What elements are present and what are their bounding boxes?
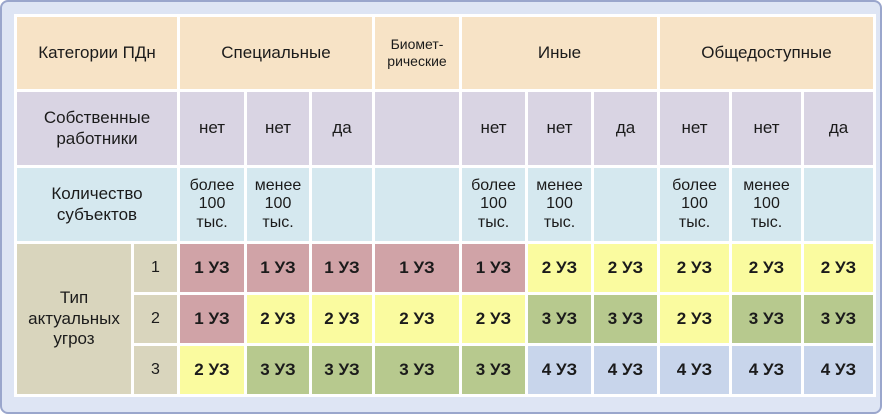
uz-cell: 3 УЗ <box>804 295 873 343</box>
subjects-cell <box>375 168 459 241</box>
uz-cell: 1 УЗ <box>462 244 525 292</box>
subjects-cell: более 100 тыс. <box>462 168 525 241</box>
uz-cell: 2 УЗ <box>462 295 525 343</box>
header-group-special: Специальные <box>180 17 372 89</box>
subjects-cell: менее 100 тыс. <box>528 168 591 241</box>
uz-cell: 3 УЗ <box>732 295 801 343</box>
uz-cell: 3 УЗ <box>375 346 459 394</box>
subjects-cell: более 100 тыс. <box>180 168 244 241</box>
row-label-subjects: Количество субъектов <box>17 168 177 241</box>
employees-cell: нет <box>180 92 244 165</box>
uz-cell: 4 УЗ <box>660 346 729 394</box>
uz-cell: 1 УЗ <box>247 244 309 292</box>
employees-cell: да <box>594 92 657 165</box>
row-label-threat-type: Тип актуальных угроз <box>17 244 131 394</box>
uz-cell: 2 УЗ <box>528 244 591 292</box>
subjects-cell <box>804 168 873 241</box>
subjects-cell: более 100 тыс. <box>660 168 729 241</box>
threat-level-2-row: 2 1 УЗ 2 УЗ 2 УЗ 2 УЗ 2 УЗ 3 УЗ 3 УЗ 2 У… <box>17 295 873 343</box>
row-label-employees: Собственные работники <box>17 92 177 165</box>
employees-cell: нет <box>732 92 801 165</box>
uz-cell: 2 УЗ <box>660 244 729 292</box>
uz-cell: 2 УЗ <box>804 244 873 292</box>
personal-data-security-levels-table: Категории ПДн Специальные Биомет- рическ… <box>14 14 876 397</box>
uz-cell: 2 УЗ <box>375 295 459 343</box>
uz-cell: 4 УЗ <box>732 346 801 394</box>
header-group-biometric: Биомет- рические <box>375 17 459 89</box>
subjects-cell <box>594 168 657 241</box>
threat-level-number: 1 <box>134 244 177 292</box>
header-group-public: Общедоступные <box>660 17 873 89</box>
threat-level-3-row: 3 2 УЗ 3 УЗ 3 УЗ 3 УЗ 3 УЗ 4 УЗ 4 УЗ 4 У… <box>17 346 873 394</box>
header-row: Категории ПДн Специальные Биомет- рическ… <box>17 17 873 89</box>
subjects-cell <box>312 168 372 241</box>
subjects-cell: менее 100 тыс. <box>732 168 801 241</box>
employees-cell <box>375 92 459 165</box>
employees-cell: да <box>312 92 372 165</box>
uz-cell: 4 УЗ <box>804 346 873 394</box>
uz-cell: 4 УЗ <box>528 346 591 394</box>
header-categories: Категории ПДн <box>17 17 177 89</box>
uz-cell: 3 УЗ <box>247 346 309 394</box>
employees-cell: нет <box>528 92 591 165</box>
header-group-other: Иные <box>462 17 657 89</box>
uz-cell: 2 УЗ <box>732 244 801 292</box>
uz-cell: 3 УЗ <box>594 295 657 343</box>
uz-cell: 1 УЗ <box>312 244 372 292</box>
employees-cell: нет <box>462 92 525 165</box>
uz-cell: 3 УЗ <box>462 346 525 394</box>
threat-level-1-row: Тип актуальных угроз 1 1 УЗ 1 УЗ 1 УЗ 1 … <box>17 244 873 394</box>
uz-cell: 2 УЗ <box>180 346 244 394</box>
employees-row: Собственные работники нет нет да нет нет… <box>17 92 873 165</box>
threat-level-number: 3 <box>134 346 177 394</box>
uz-cell: 2 УЗ <box>594 244 657 292</box>
uz-cell: 1 УЗ <box>375 244 459 292</box>
uz-cell: 3 УЗ <box>528 295 591 343</box>
employees-cell: да <box>804 92 873 165</box>
employees-cell: нет <box>247 92 309 165</box>
threat-level-number: 2 <box>134 295 177 343</box>
employees-cell: нет <box>660 92 729 165</box>
uz-cell: 2 УЗ <box>247 295 309 343</box>
subjects-row: Количество субъектов более 100 тыс. мене… <box>17 168 873 241</box>
uz-cell: 2 УЗ <box>312 295 372 343</box>
uz-cell: 2 УЗ <box>660 295 729 343</box>
uz-cell: 3 УЗ <box>312 346 372 394</box>
subjects-cell: менее 100 тыс. <box>247 168 309 241</box>
uz-cell: 1 УЗ <box>180 295 244 343</box>
uz-cell: 1 УЗ <box>180 244 244 292</box>
uz-cell: 4 УЗ <box>594 346 657 394</box>
